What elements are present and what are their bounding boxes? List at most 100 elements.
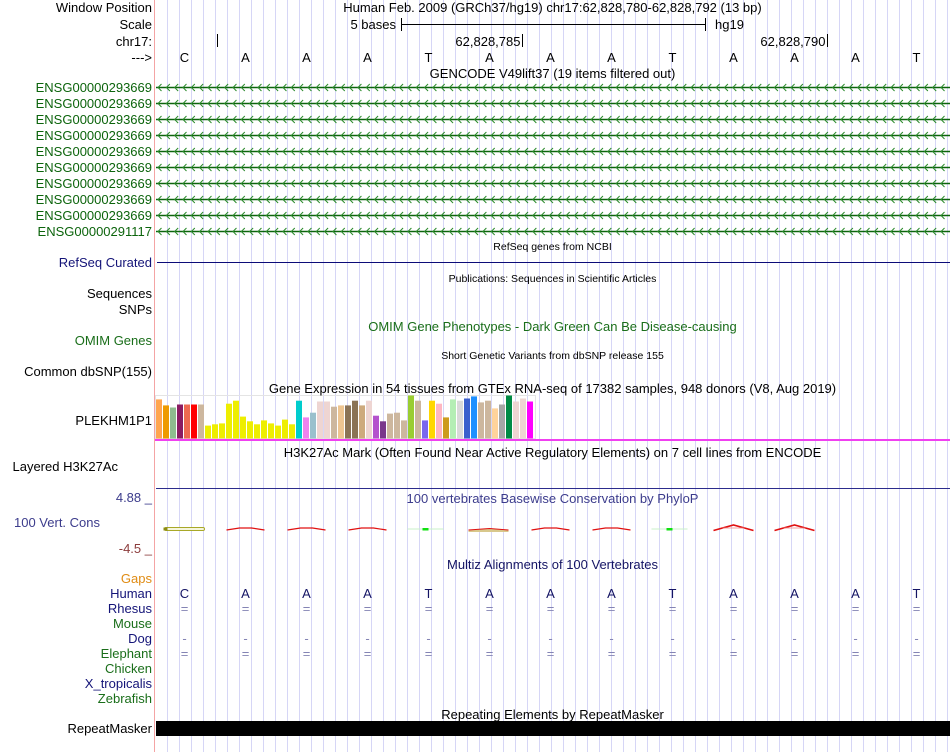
gtex-tissue-bar[interactable] [205,425,211,439]
gencode-feature[interactable] [156,115,950,124]
gtex-tissue-bar[interactable] [527,401,533,439]
gencode-item-label[interactable]: ENSG00000293669 [35,208,152,223]
gtex-tissue-bar[interactable] [240,416,246,439]
gtex-tissue-bar[interactable] [296,400,302,439]
gtex-tissue-bar[interactable] [324,401,330,439]
strand-label[interactable]: ---> [131,50,152,65]
gencode-track-title[interactable]: GENCODE V49lift37 (19 items filtered out… [429,66,676,81]
gencode-feature[interactable] [156,131,950,140]
gtex-tissue-bar[interactable] [422,420,428,439]
h3k27ac-track-title[interactable]: H3K27Ac Mark (Often Found Near Active Re… [283,445,822,460]
publications-label-sequences[interactable]: Sequences [86,286,152,301]
gtex-tissue-bar[interactable] [506,395,512,439]
publications-label-snps[interactable]: SNPs [118,302,152,317]
gtex-tissue-bar[interactable] [233,400,239,439]
gtex-tissue-bar[interactable] [247,421,253,439]
gtex-tissue-bar[interactable] [184,404,190,439]
gencode-item-label[interactable]: ENSG00000293669 [35,96,152,111]
phylop-score-red-peak-tall[interactable] [713,524,754,532]
gtex-tissue-bar[interactable] [443,417,449,439]
gtex-tissue-bar[interactable] [303,417,309,439]
phylop-score-green-dot[interactable] [651,528,688,531]
gtex-gene-label[interactable]: PLEKHM1P1 [75,413,152,428]
gencode-item-label[interactable]: ENSG00000293669 [35,160,152,175]
gtex-tissue-bar[interactable] [289,424,295,439]
phylop-score-red-peak[interactable] [531,527,570,531]
gencode-feature[interactable] [156,211,950,220]
gencode-feature[interactable] [156,195,950,204]
gtex-tissue-bar[interactable] [478,402,484,439]
refseq-track-label[interactable]: RefSeq Curated [58,255,152,270]
gencode-feature[interactable] [156,147,950,156]
gtex-tissue-bar[interactable] [261,420,267,439]
gtex-tissue-bar[interactable] [163,405,169,439]
gencode-features[interactable] [156,83,950,236]
gtex-tissue-bar[interactable] [352,400,358,439]
gtex-tissue-bar[interactable] [317,401,323,439]
multiz-species-x_tropicalis[interactable]: X_tropicalis [84,676,152,691]
gtex-tissue-bar[interactable] [156,399,162,439]
h3k27ac-track-label[interactable]: Layered H3K27Ac [12,459,118,474]
phylop-score-red-peak[interactable] [287,527,326,531]
gtex-tissue-bar[interactable] [520,398,526,439]
multiz-gaps-label[interactable]: Gaps [120,571,152,586]
gtex-tissue-bar[interactable] [226,403,232,439]
gtex-bars[interactable] [156,395,533,439]
gencode-item-label[interactable]: ENSG00000293669 [35,112,152,127]
multiz-species-mouse[interactable]: Mouse [112,616,152,631]
phylop-glyphs[interactable] [163,524,815,533]
gtex-tissue-bar[interactable] [254,424,260,439]
phylop-score-red-peak[interactable] [226,527,265,531]
gtex-tissue-bar[interactable] [492,408,498,439]
gencode-feature[interactable] [156,179,950,188]
gtex-tissue-bar[interactable] [415,400,421,439]
gtex-tissue-bar[interactable] [282,419,288,439]
gtex-tissue-bar[interactable] [310,412,316,439]
window-position-value[interactable]: Human Feb. 2009 (GRCh37/hg19) chr17:62,8… [343,0,762,15]
gtex-tissue-bar[interactable] [275,425,281,439]
multiz-species-dog[interactable]: Dog [128,631,152,646]
phylop-track-title[interactable]: 100 vertebrates Basewise Conservation by… [406,491,699,506]
dbsnp-track-label[interactable]: Common dbSNP(155) [24,364,152,379]
gtex-tissue-bar[interactable] [170,407,176,439]
gtex-tissue-bar[interactable] [457,400,463,439]
gencode-item-label[interactable]: ENSG00000293669 [35,128,152,143]
gencode-item-label[interactable]: ENSG00000291117 [37,224,152,239]
multiz-species-human[interactable]: Human [110,586,152,601]
gtex-tissue-bar[interactable] [191,404,197,439]
phylop-score-red-fill[interactable] [468,527,509,533]
multiz-species-rhesus[interactable]: Rhesus [107,601,152,616]
gencode-item-label[interactable]: ENSG00000293669 [35,144,152,159]
gtex-tissue-bar[interactable] [268,423,274,439]
gtex-tissue-bar[interactable] [485,400,491,439]
gtex-tissue-bar[interactable] [471,396,477,439]
gencode-item-label[interactable]: ENSG00000293669 [35,80,152,95]
gtex-track-title[interactable]: Gene Expression in 54 tissues from GTEx … [268,381,837,396]
gtex-tissue-bar[interactable] [331,406,337,439]
repeatmasker-track-label[interactable]: RepeatMasker [67,721,152,736]
gtex-tissue-bar[interactable] [436,403,442,439]
gtex-tissue-bar[interactable] [429,400,435,439]
gtex-tissue-bar[interactable] [338,405,344,439]
gtex-tissue-bar[interactable] [345,405,351,439]
repeatmasker-feature[interactable] [156,721,950,736]
phylop-score-red-peak[interactable] [348,527,387,531]
dbsnp-track-title[interactable]: Short Genetic Variants from dbSNP releas… [441,350,664,362]
gtex-tissue-bar[interactable] [499,404,505,439]
gtex-tissue-bar[interactable] [212,424,218,439]
omim-track-title[interactable]: OMIM Gene Phenotypes - Dark Green Can Be… [368,319,737,334]
gtex-tissue-bar[interactable] [366,400,372,439]
gencode-item-label[interactable]: ENSG00000293669 [35,192,152,207]
gtex-tissue-bar[interactable] [450,399,456,439]
refseq-track-title[interactable]: RefSeq genes from NCBI [493,241,612,253]
gtex-tissue-bar[interactable] [373,415,379,439]
gtex-tissue-bar[interactable] [219,423,225,439]
gencode-feature[interactable] [156,99,950,108]
gtex-tissue-bar[interactable] [380,421,386,439]
repeatmasker-track-title[interactable]: Repeating Elements by RepeatMasker [441,707,664,722]
multiz-species-chicken[interactable]: Chicken [105,661,152,676]
phylop-track-label[interactable]: 100 Vert. Cons [14,515,100,530]
gtex-tissue-bar[interactable] [394,412,400,439]
omim-track-label[interactable]: OMIM Genes [74,333,152,348]
multiz-species-zebrafish[interactable]: Zebrafish [97,691,152,706]
